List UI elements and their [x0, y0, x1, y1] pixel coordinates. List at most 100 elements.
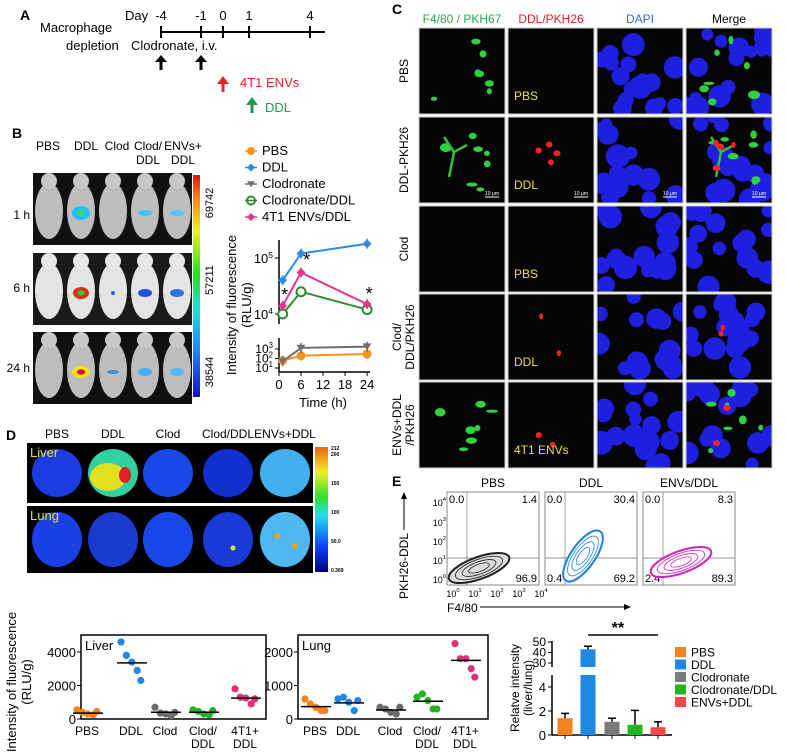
nucleus — [598, 206, 622, 229]
micrograph-border — [596, 116, 684, 204]
nucleus — [753, 28, 772, 42]
nucleus — [705, 213, 726, 234]
quadrant-ur-value: 30.4 — [614, 494, 635, 506]
micrograph — [418, 293, 506, 381]
mouse-head — [137, 253, 153, 269]
density-contour — [567, 535, 599, 577]
mouse-head — [41, 253, 57, 269]
column-header: DDL/PKH26 — [518, 12, 584, 26]
panel-label-e: E — [392, 473, 401, 489]
x-tick-label: 100 — [446, 588, 460, 599]
data-point — [350, 707, 358, 715]
ddl-signal — [716, 143, 725, 150]
series-Clodronate — [278, 341, 372, 367]
nucleus — [597, 306, 608, 322]
nucleus — [665, 185, 683, 203]
x-tick-label: Clod/ — [189, 724, 218, 738]
data-point — [376, 703, 384, 711]
ddl-signal — [556, 350, 561, 357]
micrograph-border — [685, 293, 773, 381]
micrograph-border — [685, 116, 773, 204]
data-point — [471, 673, 479, 681]
micrograph — [596, 27, 684, 115]
series-line — [282, 352, 368, 362]
organ — [32, 449, 82, 497]
nucleus — [686, 340, 703, 357]
data-point — [296, 351, 306, 361]
macrophage-signal — [751, 177, 759, 185]
data-point — [306, 700, 314, 708]
y-tick-label: 2000 — [264, 645, 293, 660]
clodronate-label: Clodronate, i.v. — [131, 38, 217, 53]
mouse-head — [105, 332, 121, 348]
group-header: ENVs+DDL — [254, 427, 316, 441]
density-contour — [562, 529, 604, 583]
quadrant-ul-value: 0.0 — [547, 494, 562, 506]
macrophage-signal — [483, 150, 490, 157]
nucleus — [763, 141, 772, 155]
data-point — [321, 707, 329, 715]
nucleus — [732, 233, 751, 253]
macrophage-signal — [727, 153, 739, 160]
micrograph-background — [508, 382, 594, 468]
data-point — [278, 301, 288, 311]
macrophage-signal — [474, 424, 481, 432]
nucleus — [686, 382, 697, 402]
data-point — [122, 651, 130, 659]
legend-item: PBS — [675, 646, 715, 660]
y-tick-label: 2000 — [47, 679, 76, 694]
nucleus — [660, 212, 682, 233]
nucleus — [633, 245, 655, 268]
nucleus — [656, 231, 679, 254]
macrophage-signal — [484, 80, 494, 87]
ddl-signal — [713, 139, 719, 146]
micrograph-background — [419, 117, 505, 203]
mouse-head — [169, 173, 185, 189]
data-point — [451, 640, 459, 648]
arrow-right-icon — [624, 604, 631, 610]
micrograph: PBS — [507, 205, 595, 293]
nucleus — [744, 312, 760, 328]
nucleus — [640, 206, 662, 219]
micrograph: DDL 10 μm — [507, 116, 595, 204]
ddl-signal — [535, 432, 542, 439]
nucleus — [667, 97, 683, 114]
y-tick-label: 104 — [254, 306, 273, 322]
mouse-head — [73, 253, 89, 269]
legend-label: 4T1 ENVs/DDL — [262, 209, 351, 224]
organ — [203, 512, 253, 567]
organ-hotspot — [119, 467, 131, 483]
nucleus — [714, 117, 729, 133]
data-point — [381, 705, 389, 713]
significance-marker: * — [366, 284, 373, 304]
column-header: DAPI — [626, 12, 654, 26]
micrograph-border — [418, 381, 506, 469]
x-tick-label: DDL — [191, 737, 215, 751]
significance-marker: * — [281, 285, 288, 305]
b-time-labels: 1 h 6 h 24 h — [7, 208, 30, 375]
nucleus — [642, 416, 661, 435]
macrophage-signal — [708, 98, 717, 106]
nucleus — [622, 164, 644, 186]
micrograph — [418, 27, 506, 115]
nucleus — [710, 438, 731, 459]
nucleus — [601, 187, 620, 203]
legend-item: 4T1 ENVs/DDL — [245, 209, 351, 224]
nucleus — [653, 257, 677, 280]
legend-item: DDL — [245, 160, 288, 175]
nucleus — [597, 125, 618, 145]
nucleus — [606, 426, 626, 446]
y-tick-label: 103 — [255, 341, 273, 356]
nucleus — [688, 57, 708, 77]
data-point — [251, 695, 259, 703]
day-tick-label: 0 — [219, 8, 226, 23]
nucleus — [626, 294, 641, 304]
column-header: Merge — [712, 12, 746, 26]
density-contour — [663, 553, 699, 571]
x-axis-label: Time (h) — [299, 395, 347, 410]
colorbar-tick: 200 — [331, 452, 340, 458]
legend-item: DDL — [675, 658, 715, 672]
micrograph — [685, 27, 773, 115]
micrograph-border — [596, 205, 684, 293]
micrograph-border — [596, 293, 684, 381]
